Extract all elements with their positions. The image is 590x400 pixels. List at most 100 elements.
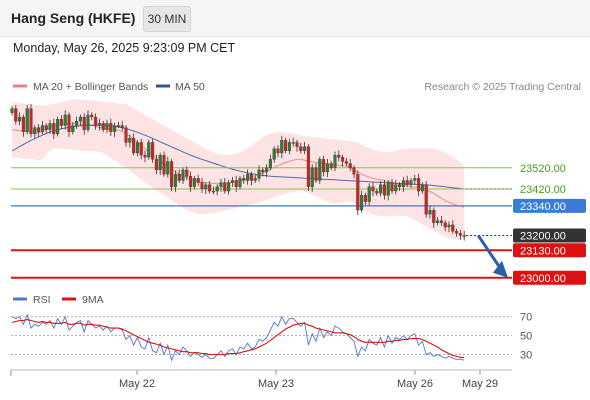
candle-body-20: [86, 114, 90, 130]
timeframe-button[interactable]: 30 MIN: [143, 6, 191, 32]
x-tick-label-0: May 22: [119, 378, 155, 390]
candle-body-82: [322, 159, 326, 173]
candle-body-85: [333, 154, 337, 168]
candle-body-30: [124, 127, 128, 143]
legend-ma50-label: MA 50: [175, 81, 205, 93]
forecast-arrow-shaft: [476, 234, 502, 269]
candle-body-61: [242, 178, 246, 181]
candle-body-77: [303, 146, 307, 152]
top-bar: Hang Seng (HKFE) 30 MIN: [0, 0, 590, 37]
candle-body-111: [432, 209, 436, 223]
price-level-label-5: 23000.00: [520, 273, 566, 285]
candle-body-23: [97, 123, 101, 126]
candle-body-107: [417, 178, 421, 192]
candle-body-38: [154, 159, 158, 171]
candle-body-49: [196, 178, 200, 183]
candle-body-83: [325, 163, 329, 173]
candle-body-112: [436, 220, 440, 223]
candle-body-45: [181, 169, 185, 181]
candle-body-91: [356, 173, 360, 211]
price-level-label-1: 23420.00: [520, 184, 566, 196]
candle-body-51: [204, 184, 208, 190]
price-level-badge-4: [513, 243, 586, 258]
candle-body-90: [352, 167, 356, 175]
x-tick-label-1: May 23: [258, 378, 294, 390]
candle-body-66: [261, 169, 265, 173]
candle-body-27: [113, 125, 117, 132]
candle-body-21: [90, 114, 94, 118]
candle-body-117: [455, 231, 459, 234]
candle-body-5: [29, 108, 33, 135]
candle-body-46: [185, 169, 189, 177]
candle-body-0: [10, 108, 14, 113]
candle-body-109: [424, 184, 428, 215]
candle-body-116: [451, 224, 455, 232]
candle-body-114: [443, 222, 447, 228]
candle-body-25: [105, 123, 109, 130]
candle-body-99: [386, 182, 390, 196]
price-level-badge-2: [513, 198, 586, 213]
candle-body-6: [33, 127, 37, 135]
candle-body-103: [401, 180, 405, 187]
candle-body-64: [253, 178, 257, 181]
candle-body-55: [219, 182, 223, 187]
candle-body-50: [200, 182, 204, 190]
candle-body-53: [211, 190, 215, 193]
candle-body-16: [71, 125, 75, 132]
candle-body-118: [458, 233, 462, 236]
candle-body-62: [246, 173, 250, 181]
candle-body-10: [48, 123, 52, 130]
candle-body-19: [82, 116, 86, 130]
candle-body-15: [67, 114, 71, 132]
candle-body-54: [215, 186, 219, 192]
candle-body-56: [223, 182, 227, 192]
rsi-panel: 70 50 30: [11, 312, 532, 362]
x-tick-label-3: May 29: [462, 378, 498, 390]
candle-body-14: [63, 114, 67, 126]
candle-body-63: [249, 173, 253, 181]
candle-body-44: [177, 173, 181, 181]
price-level-badge-5: [513, 270, 586, 285]
datetime-label: Monday, May 26, 2025 9:23:09 PM CET: [13, 41, 236, 55]
candle-body-22: [94, 116, 98, 126]
rsi-series-1: [11, 319, 465, 358]
price-levels-layer: [11, 167, 512, 279]
candle-body-29: [120, 125, 124, 128]
rsi-series-0: [11, 313, 465, 362]
x-axis: May 22 May 23 May 26 May 29: [10, 370, 498, 390]
credit-label: Research © 2025 Trading Central: [424, 81, 581, 93]
candle-body-79: [310, 167, 314, 187]
price-level-label-0: 23520.00: [520, 163, 566, 175]
candle-body-80: [314, 167, 318, 181]
candle-body-47: [189, 176, 193, 187]
candle-body-105: [409, 180, 413, 185]
candle-body-58: [230, 180, 234, 183]
candle-body-39: [158, 154, 162, 171]
candle-body-101: [394, 184, 398, 192]
candle-body-2: [18, 116, 22, 122]
candle-body-88: [344, 161, 348, 164]
candle-body-40: [162, 154, 166, 175]
candle-body-67: [265, 167, 269, 173]
candle-body-43: [173, 173, 177, 187]
candle-body-84: [329, 163, 333, 168]
candle-body-106: [413, 178, 417, 181]
candle-body-71: [280, 140, 284, 154]
candle-body-24: [101, 123, 105, 130]
forecast-arrow-layer: [476, 234, 508, 278]
candle-body-81: [318, 159, 322, 181]
candle-body-37: [151, 142, 155, 160]
x-tick-label-2: May 26: [397, 378, 433, 390]
candle-body-104: [405, 180, 409, 185]
candle-body-119: [462, 235, 466, 237]
candle-body-70: [276, 148, 280, 154]
candle-body-48: [192, 178, 196, 187]
candle-body-57: [227, 182, 231, 192]
candle-body-89: [348, 163, 352, 168]
candle-body-69: [272, 148, 276, 160]
legend-bollinger-label: MA 20 + Bollinger Bands: [33, 81, 148, 93]
candle-body-11: [52, 123, 56, 135]
main-legend: MA 20 + Bollinger Bands MA 50 Research ©…: [13, 81, 581, 93]
candle-body-108: [420, 184, 424, 192]
candle-body-1: [14, 108, 18, 122]
